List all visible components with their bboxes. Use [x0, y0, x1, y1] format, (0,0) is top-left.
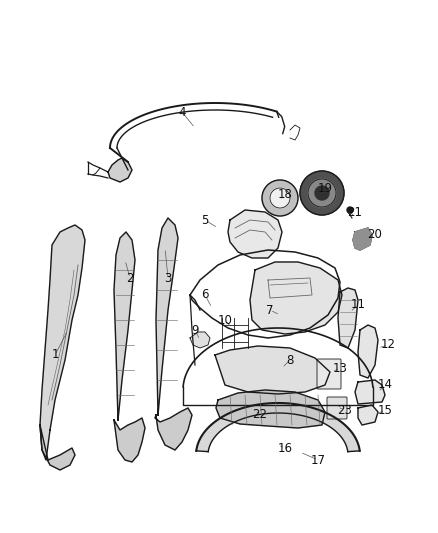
Polygon shape [250, 262, 342, 334]
Text: 10: 10 [218, 313, 233, 327]
FancyBboxPatch shape [317, 359, 341, 389]
Text: 16: 16 [278, 441, 293, 455]
Text: 5: 5 [201, 214, 208, 227]
Text: 7: 7 [266, 303, 274, 317]
Text: 11: 11 [350, 298, 365, 311]
Polygon shape [190, 332, 210, 348]
Polygon shape [228, 210, 282, 258]
Text: 3: 3 [164, 271, 172, 285]
Circle shape [308, 179, 336, 207]
Text: 20: 20 [367, 229, 382, 241]
Polygon shape [114, 418, 145, 462]
Circle shape [315, 186, 329, 200]
Text: 15: 15 [378, 403, 392, 416]
Text: 21: 21 [347, 206, 363, 219]
Text: 1: 1 [51, 349, 59, 361]
Polygon shape [358, 405, 378, 425]
Circle shape [347, 207, 353, 213]
Polygon shape [114, 232, 135, 420]
Text: 9: 9 [191, 324, 199, 336]
Text: 4: 4 [178, 106, 186, 118]
Polygon shape [155, 408, 192, 450]
Polygon shape [156, 218, 178, 415]
Circle shape [270, 188, 290, 208]
Circle shape [262, 180, 298, 216]
Text: 8: 8 [286, 353, 294, 367]
FancyBboxPatch shape [327, 397, 347, 419]
Text: 12: 12 [381, 338, 396, 351]
Polygon shape [353, 228, 372, 250]
Text: 18: 18 [278, 189, 293, 201]
Text: 13: 13 [332, 361, 347, 375]
Polygon shape [216, 390, 325, 428]
Polygon shape [358, 325, 378, 378]
Polygon shape [338, 288, 358, 348]
Polygon shape [108, 158, 132, 182]
Text: 17: 17 [311, 454, 325, 466]
Text: 6: 6 [201, 288, 209, 302]
Polygon shape [196, 403, 360, 451]
Circle shape [300, 171, 344, 215]
Polygon shape [40, 225, 85, 460]
Polygon shape [215, 346, 330, 394]
Polygon shape [355, 380, 385, 404]
Text: 19: 19 [318, 182, 332, 195]
Text: 14: 14 [378, 378, 392, 392]
Text: 2: 2 [126, 271, 134, 285]
Text: 23: 23 [338, 403, 353, 416]
Text: 22: 22 [252, 408, 268, 422]
Polygon shape [40, 425, 75, 470]
